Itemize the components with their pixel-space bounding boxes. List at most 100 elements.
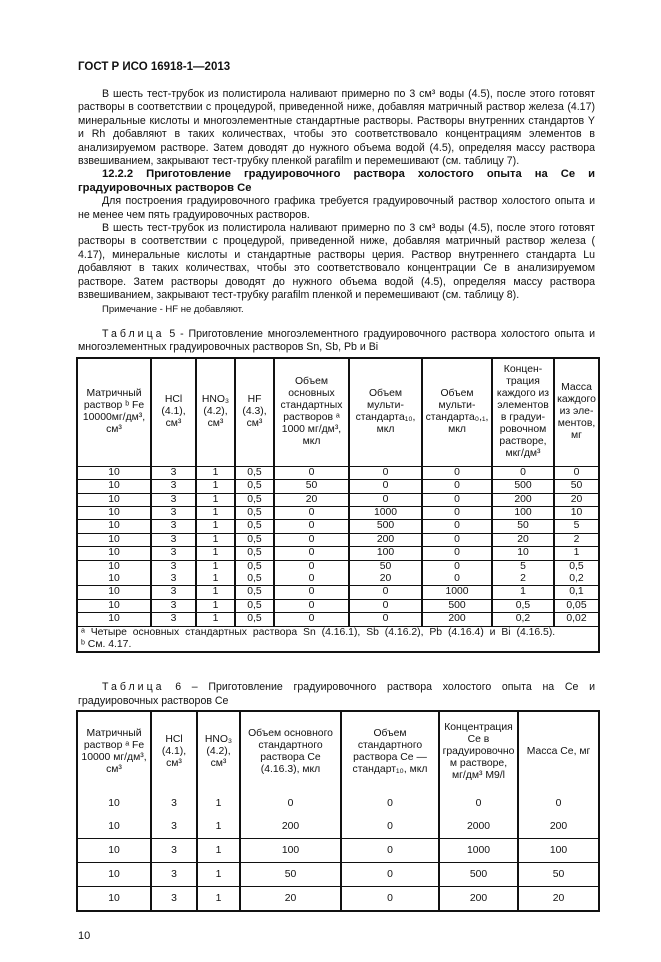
table-cell: 0 (348, 612, 423, 627)
table-cell: 1 (553, 546, 600, 561)
table-row: 10 3 1 0,5 20 0 0 200 20 (76, 493, 600, 507)
table-row: 10 3 1 0,5 0 1000 0 100 10 (76, 506, 600, 521)
table-cell: 0 (438, 792, 518, 816)
table-cell: 10 (76, 585, 152, 600)
table-row: 10 3 1 0,5 0 100 0 10 1 (76, 546, 600, 561)
column-header: HNO₃ (4.2), см³ (196, 710, 241, 793)
table-cell: 50 (273, 479, 350, 494)
table-cell: 20 (273, 493, 350, 507)
table-row: 10 3 1 0,5 0 50 0 5 0,5 (76, 560, 600, 573)
table-cell: 1 (195, 493, 236, 507)
table-cell: 3 (150, 572, 197, 587)
table-row: 10 3 1 100 0 1000 100 (76, 838, 599, 863)
column-header: Концентрация Се в градуировочно м раство… (438, 710, 519, 793)
table-cell: 0 (348, 493, 423, 507)
table-cell: 0 (273, 599, 350, 614)
table-cell: 0 (340, 792, 439, 816)
table-cell: 3 (150, 886, 197, 912)
table-cell: 1 (195, 506, 236, 521)
table-cell: 3 (150, 546, 197, 561)
table-cell: 10 (76, 479, 152, 494)
table-cell: 0 (421, 506, 493, 521)
table-cell: 0,5 (234, 493, 275, 507)
table-cell: 3 (150, 506, 197, 521)
table-cell: 0 (273, 506, 350, 521)
table-cell: 10 (76, 572, 152, 587)
table-cell: 3 (150, 792, 197, 816)
table-cell: 20 (517, 886, 599, 912)
footnote-row: ᵃ Четыре основных стандартных раствора S… (76, 626, 600, 639)
table-cell: 50 (239, 862, 341, 887)
section-heading: 12.2.2 Приготовление градуировочного рас… (78, 168, 595, 194)
table-row: 10 3 1 20 0 200 20 (76, 886, 599, 912)
table-cell: 0 (348, 466, 423, 481)
table-cell: 100 (517, 838, 599, 863)
table-cell: 20 (239, 886, 341, 912)
table-row: 10 3 1 0 0 0 0 (76, 792, 599, 816)
footnote-b: ᵇ См. 4.17. (76, 639, 600, 653)
table-cell: 10 (76, 612, 152, 627)
column-header: Масса Се, мг (517, 710, 600, 793)
table-6: Матричный раствор ᵃ Fe 10000 мг/дм³, см³… (76, 710, 600, 913)
table-cell: 1 (195, 466, 236, 481)
table-cell: 0 (491, 466, 555, 481)
table-cell: 10 (76, 886, 151, 912)
table-row: 10 3 1 0,5 0 20 0 2 0,2 (76, 572, 600, 587)
table-row: 10 3 1 200 0 2000 200 (76, 815, 599, 839)
table-cell: 0 (553, 466, 600, 481)
table-cell: 1000 (438, 838, 518, 863)
table-cell: 0,5 (234, 560, 275, 573)
table-cell: 200 (239, 815, 341, 839)
table-cell: 0 (421, 560, 493, 573)
table-cell: 0 (421, 572, 493, 587)
table-cell: 0,1 (553, 585, 600, 600)
table-cell: 3 (150, 533, 197, 548)
table-cell: 0,5 (553, 560, 600, 573)
table-cell: 2 (553, 533, 600, 548)
table-cell: 0 (273, 585, 350, 600)
table6-caption: Таблица 6 – Приготовление градуировочног… (78, 681, 595, 708)
table-cell: 0,5 (234, 585, 275, 600)
caption-text: 5 - Приготовление многоэлементного граду… (78, 327, 595, 354)
caption-label: Таблица (102, 327, 165, 340)
table-cell: 3 (150, 838, 197, 863)
table-cell: 0,02 (553, 612, 600, 627)
table-cell: 1 (195, 546, 236, 561)
table-row: 10 3 1 0,5 0 200 0 20 2 (76, 533, 600, 548)
table-row: 10 3 1 0,5 0 0 0 0 0 (76, 466, 600, 481)
table-cell: 200 (421, 612, 493, 627)
table-cell: 200 (491, 493, 555, 507)
table-row: 10 3 1 50 0 500 50 (76, 862, 599, 887)
column-header: Концен-трация каждого из элементов в гра… (491, 357, 555, 467)
table-cell: 3 (150, 519, 197, 534)
table-cell: 10 (76, 506, 152, 521)
table-cell: 1 (196, 886, 240, 912)
table-cell: 500 (421, 599, 493, 614)
table-cell: 0 (273, 546, 350, 561)
table-cell: 200 (348, 533, 423, 548)
table-cell: 20 (553, 493, 600, 507)
column-header: Масса каждого из эле-ментов, мг (553, 357, 600, 467)
table-cell: 500 (348, 519, 423, 534)
column-header: Объем мульти-стандарта₁₀, мкл (348, 357, 423, 467)
column-header: Объем стандартного раствора Се — стандар… (340, 710, 440, 793)
column-header: Объем мульти-стандарта₀,₁, мкл (421, 357, 493, 467)
table-cell: 0 (421, 546, 493, 561)
column-header: Объем основного стандартного раствора Се… (239, 710, 342, 793)
table-cell: 0 (421, 519, 493, 534)
table-row: 10 3 1 0,5 0 500 0 50 5 (76, 519, 600, 534)
table-cell: 0,2 (491, 612, 555, 627)
column-header: HCl (4.1), см³ (150, 710, 198, 793)
body-text: В шесть тест-трубок из полистирола налив… (78, 88, 595, 316)
table-cell: 3 (150, 466, 197, 481)
caption-label: Таблица (102, 681, 165, 694)
table-cell: 10 (76, 546, 152, 561)
table-cell: 10 (491, 546, 555, 561)
table-cell: 0 (239, 792, 341, 816)
table-cell: 10 (553, 506, 600, 521)
table-cell: 1 (195, 479, 236, 494)
table-cell: 0,5 (234, 599, 275, 614)
table-cell: 10 (76, 560, 152, 573)
column-header: HCl (4.1), см³ (150, 357, 197, 467)
table-cell: 0 (340, 886, 439, 912)
